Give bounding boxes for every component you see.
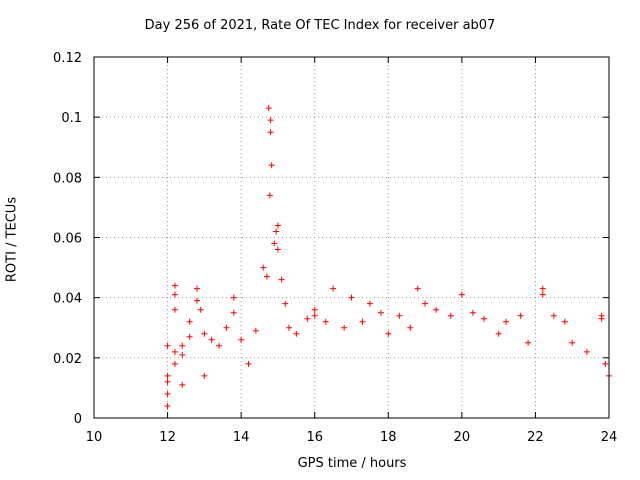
data-point (223, 324, 230, 331)
data-point (377, 309, 384, 316)
data-point (274, 246, 281, 253)
data-point (396, 312, 403, 319)
x-tick-label: 18 (380, 430, 397, 445)
data-point (285, 324, 292, 331)
data-point (447, 312, 454, 319)
data-point (274, 222, 281, 229)
data-point (171, 282, 178, 289)
data-point (517, 312, 524, 319)
data-point (271, 240, 278, 247)
data-point (263, 273, 270, 280)
data-point (266, 192, 273, 199)
data-point (201, 372, 208, 379)
data-point (216, 342, 223, 349)
data-point (539, 285, 546, 292)
x-tick-label: 14 (233, 430, 250, 445)
data-point (171, 348, 178, 355)
data-point (598, 315, 605, 322)
y-tick-label: 0 (74, 412, 82, 427)
data-point (366, 300, 373, 307)
data-point (278, 276, 285, 283)
data-point (414, 285, 421, 292)
data-point (503, 318, 509, 325)
data-point (268, 162, 275, 169)
data-point (359, 318, 366, 325)
data-point (341, 324, 348, 331)
plot-frame (93, 56, 610, 419)
data-point (293, 330, 300, 337)
data-point (171, 306, 178, 313)
data-point (179, 342, 186, 349)
data-point (569, 339, 576, 346)
grid-lines (94, 57, 609, 418)
data-point (602, 360, 609, 367)
data-point (208, 336, 215, 343)
axis-ticks: 10 12 14 16 18 20 22 24 0 0.02 0.04 0.06 0.08 0.1 0.12 (53, 51, 617, 445)
data-point (260, 264, 267, 271)
data-point (458, 291, 465, 298)
data-point (495, 330, 502, 337)
data-point (171, 360, 178, 367)
data-point (304, 315, 311, 322)
data-point (186, 318, 193, 325)
data-point (238, 336, 245, 343)
data-point (197, 306, 204, 313)
x-tick-label: 12 (159, 430, 176, 445)
data-point (550, 312, 557, 319)
data-point (480, 315, 487, 322)
data-point (282, 300, 289, 307)
data-point (525, 339, 532, 346)
y-tick-label: 0.04 (53, 292, 82, 307)
data-point (385, 330, 392, 337)
data-point (179, 351, 186, 358)
data-point (194, 297, 200, 304)
data-point (539, 291, 546, 298)
data-point (171, 291, 178, 298)
data-point (561, 318, 568, 325)
data-point (164, 378, 171, 385)
data-point (273, 228, 280, 235)
data-point (201, 330, 208, 337)
data-point (164, 402, 171, 409)
data-point (348, 294, 355, 301)
data-point (179, 381, 186, 388)
y-tick-label: 0.08 (53, 171, 82, 186)
x-tick-label: 10 (86, 430, 103, 445)
x-tick-label: 20 (454, 430, 471, 445)
data-point (230, 309, 237, 316)
data-point (194, 285, 200, 292)
y-tick-label: 0.1 (61, 111, 82, 126)
data-point (245, 360, 252, 367)
data-point (322, 318, 329, 325)
x-tick-label: 16 (306, 430, 323, 445)
data-point (469, 309, 476, 316)
data-point (252, 327, 259, 334)
data-point (311, 312, 318, 319)
data-point (583, 348, 590, 355)
data-point (330, 285, 337, 292)
data-point (407, 324, 414, 331)
data-point (267, 129, 274, 136)
data-point (230, 294, 237, 301)
data-point (164, 372, 171, 379)
data-point (422, 300, 429, 307)
data-point (186, 333, 193, 340)
data-points (164, 105, 612, 409)
data-point (311, 306, 318, 313)
data-point (164, 390, 171, 397)
data-point (265, 105, 272, 112)
data-point (433, 306, 440, 313)
data-point (267, 117, 274, 124)
y-tick-label: 0.12 (53, 51, 82, 66)
y-tick-label: 0.06 (53, 232, 82, 247)
x-tick-label: 24 (601, 430, 618, 445)
chart-title: Day 256 of 2021, Rate Of TEC Index for r… (144, 18, 496, 33)
data-point (164, 342, 171, 349)
y-tick-label: 0.02 (53, 352, 82, 367)
x-axis-label: GPS time / hours (297, 456, 407, 471)
x-tick-label: 22 (527, 430, 544, 445)
